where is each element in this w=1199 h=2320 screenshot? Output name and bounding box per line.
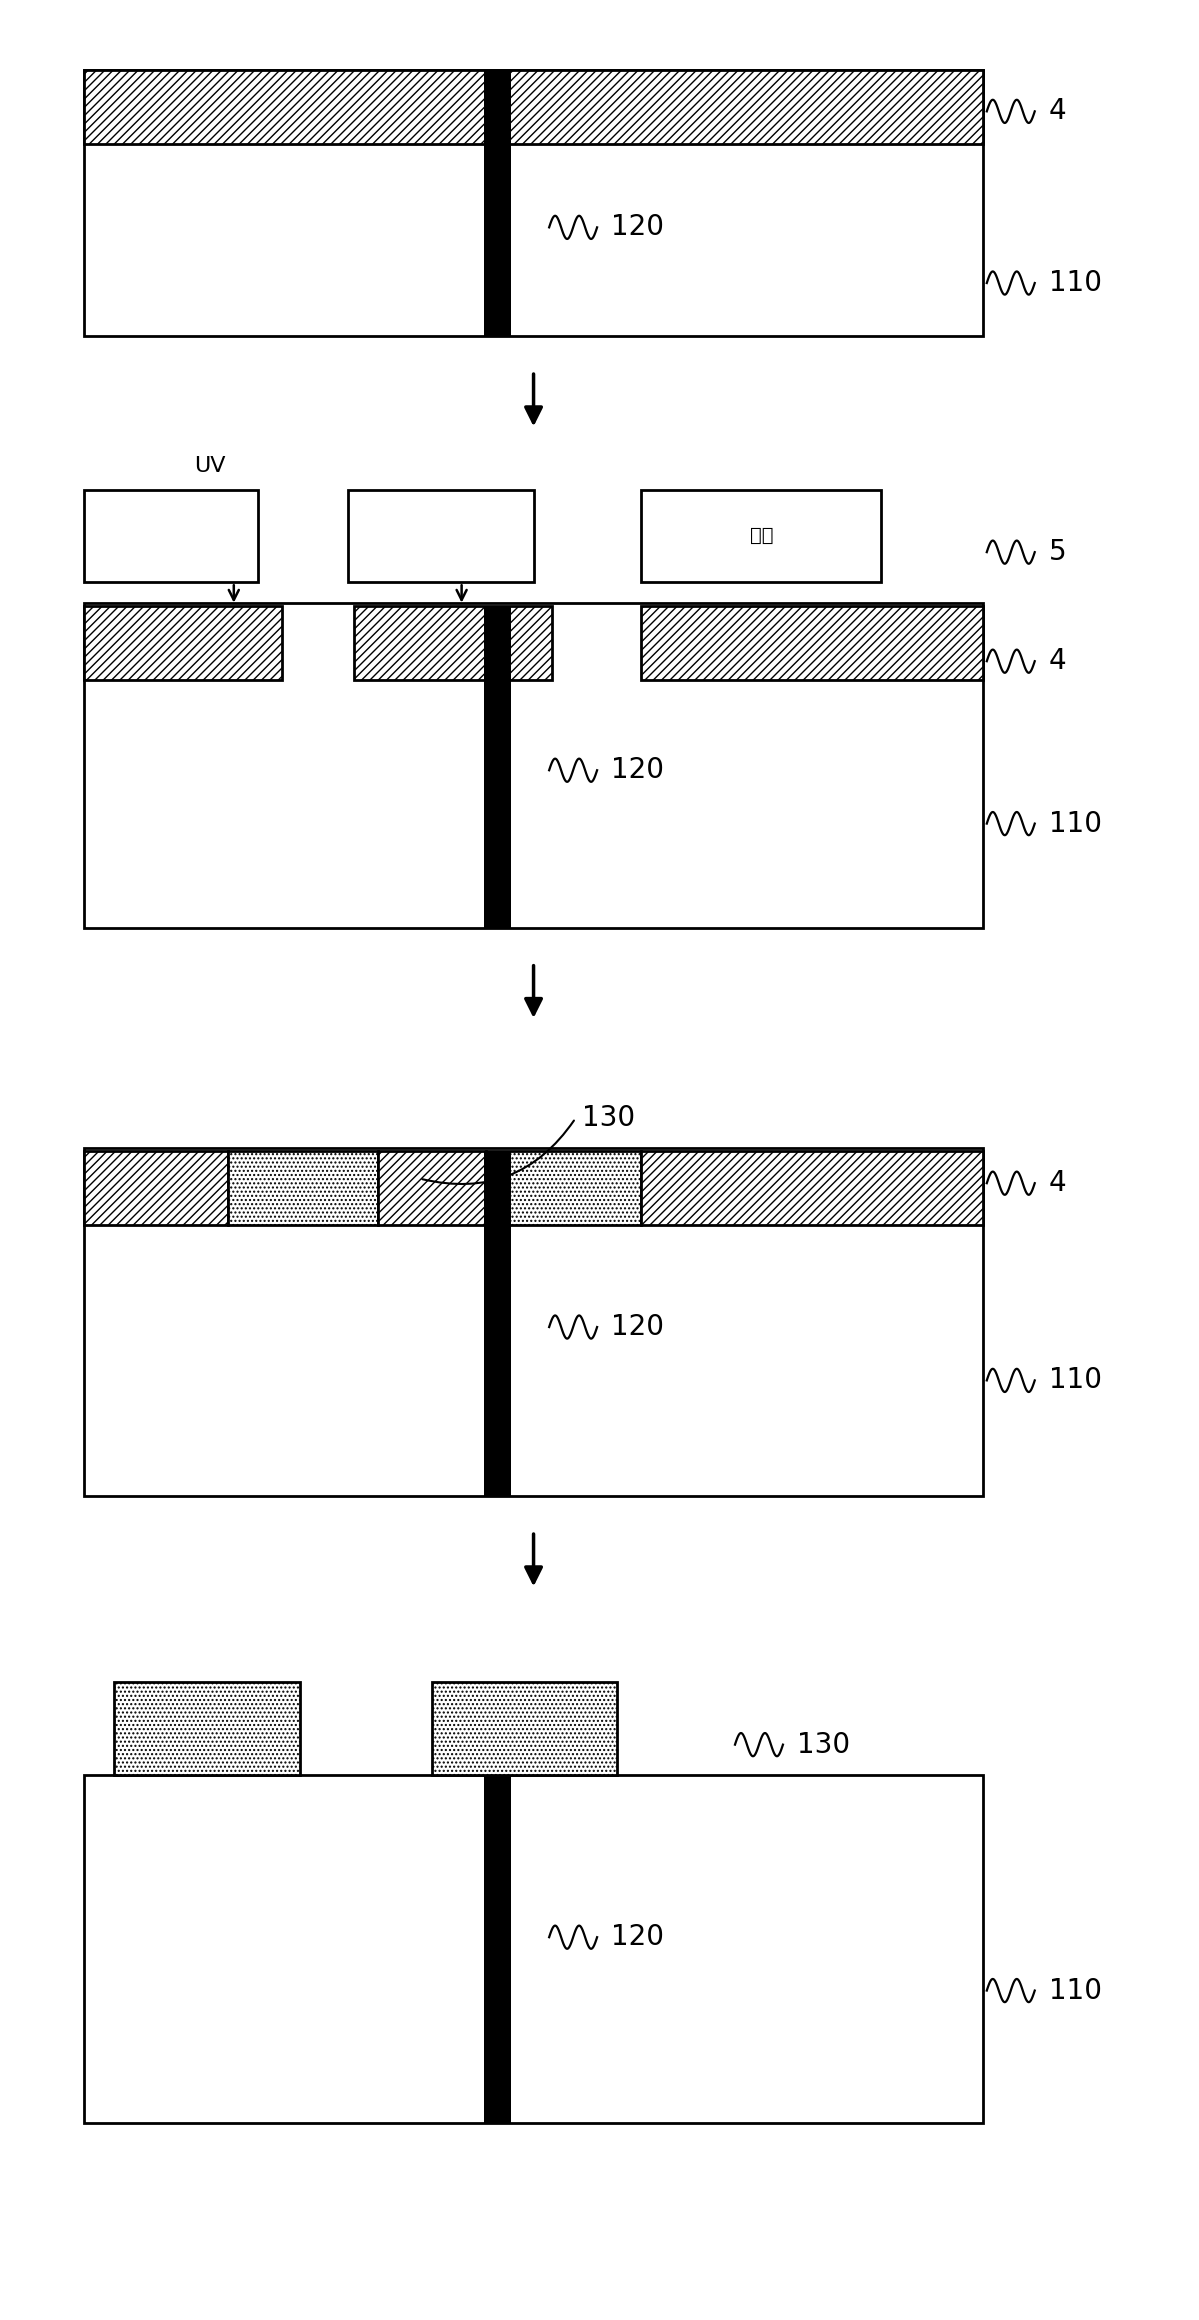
Text: 110: 110 <box>1049 1977 1102 2004</box>
Text: 110: 110 <box>1049 269 1102 297</box>
Bar <box>84 1151 228 1225</box>
Bar <box>84 70 983 144</box>
Bar <box>348 490 534 582</box>
Text: 120: 120 <box>611 213 664 241</box>
Text: 130: 130 <box>582 1104 634 1132</box>
Text: 110: 110 <box>1049 1366 1102 1394</box>
Text: 110: 110 <box>1049 810 1102 838</box>
Bar <box>84 603 983 928</box>
Text: UV: UV <box>194 455 225 476</box>
Bar <box>228 1151 378 1225</box>
Bar <box>354 606 552 680</box>
Bar <box>84 70 983 336</box>
Bar <box>641 490 881 582</box>
Bar <box>641 606 983 680</box>
Text: 5: 5 <box>1049 538 1067 566</box>
Bar <box>84 1148 983 1496</box>
Text: 120: 120 <box>611 1923 664 1951</box>
Bar <box>641 1151 983 1225</box>
Bar <box>84 490 258 582</box>
Text: 120: 120 <box>611 1313 664 1341</box>
Text: 掩模: 掩模 <box>749 527 773 545</box>
Bar <box>378 1151 486 1225</box>
Bar <box>432 1682 617 1775</box>
Text: 4: 4 <box>1049 647 1067 675</box>
Bar <box>114 1682 300 1775</box>
Bar <box>84 606 282 680</box>
Text: 4: 4 <box>1049 1169 1067 1197</box>
Text: 130: 130 <box>797 1731 850 1759</box>
Bar <box>484 70 511 336</box>
Text: 4: 4 <box>1049 97 1067 125</box>
Bar <box>484 1775 511 2123</box>
Bar <box>484 1151 511 1496</box>
Bar <box>84 1775 983 2123</box>
Bar <box>486 1151 641 1225</box>
Text: 120: 120 <box>611 756 664 784</box>
Bar <box>484 606 511 928</box>
